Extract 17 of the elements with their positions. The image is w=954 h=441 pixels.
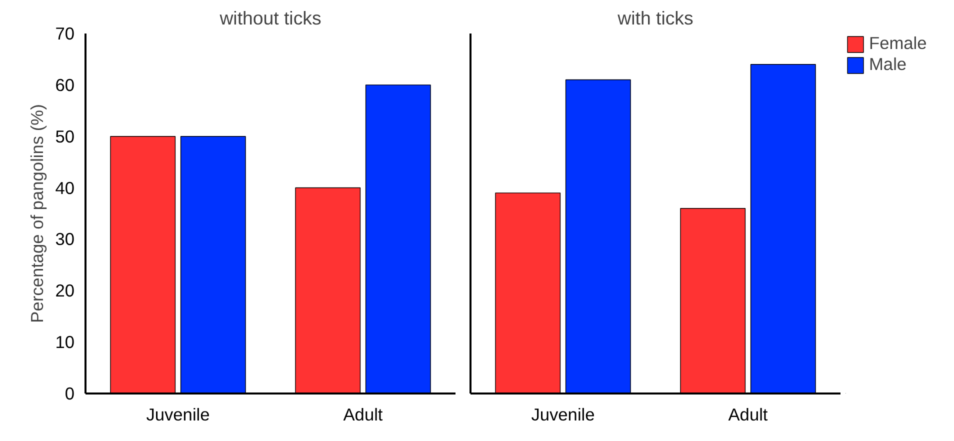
y-tick-label: 70 (55, 24, 75, 44)
y-tick-label: 50 (55, 126, 75, 146)
y-tick-label: 60 (55, 74, 75, 95)
y-tick-label: 10 (55, 332, 75, 352)
y-axis-title: Percentage of pangolins (%) (27, 104, 48, 323)
y-tick-label: 40 (55, 178, 75, 198)
chart-title: without ticks (218, 8, 322, 28)
y-tick-label: 0 (64, 384, 75, 404)
legend-label: Male (869, 54, 907, 75)
x-tick-label: Juvenile (146, 404, 210, 424)
x-tick-label: Adult (728, 404, 768, 424)
legend-label: Female (869, 33, 927, 54)
x-tick-label: Adult (343, 404, 383, 424)
x-tick-label: Juvenile (531, 404, 595, 424)
y-tick-label: 20 (55, 280, 75, 301)
y-tick-label: 30 (55, 229, 75, 250)
chart-title: with ticks (616, 8, 694, 28)
